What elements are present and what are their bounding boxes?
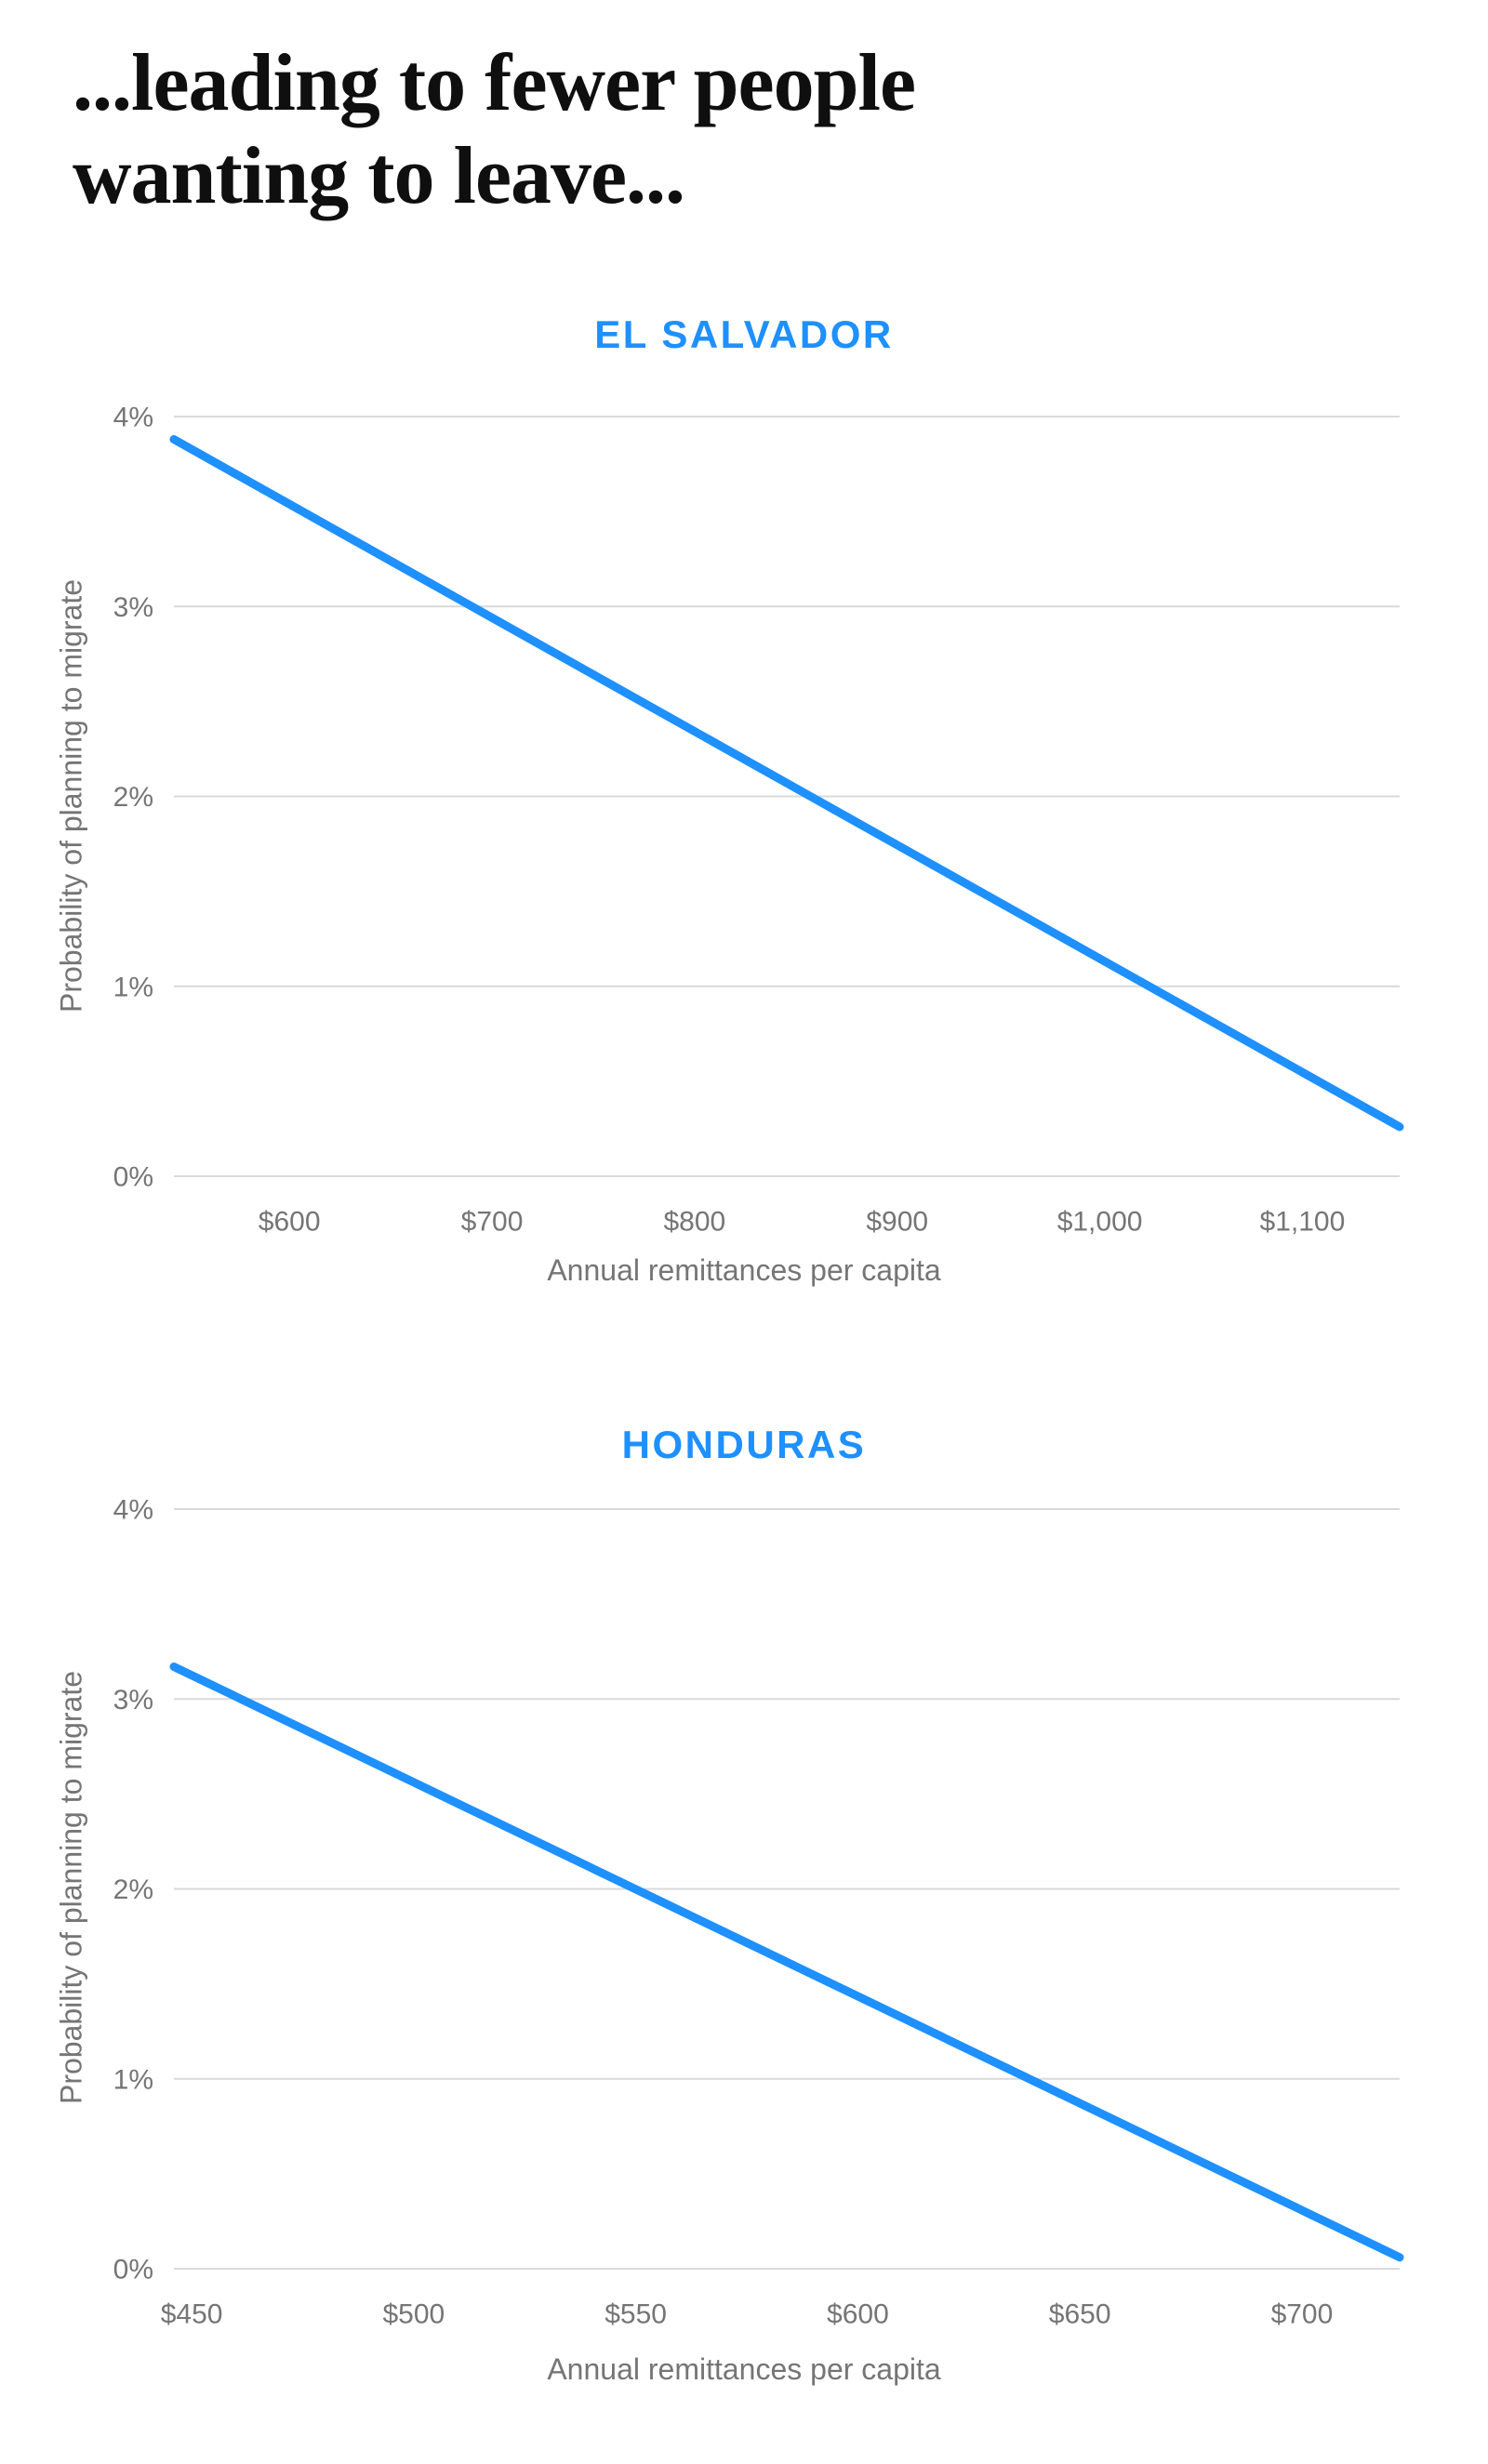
y-tick-label: 4% xyxy=(113,403,153,433)
y-tick-label: 0% xyxy=(113,2255,153,2285)
x-tick-label: $600 xyxy=(827,2299,889,2330)
page-title: ...leading to fewer people wanting to le… xyxy=(73,37,916,224)
x-axis-label: Annual remittances per capita xyxy=(547,2352,941,2386)
line-chart-plot: 0% 1% 2% 3% 4% $450 $500 $550 $600 $650 $700 xyxy=(113,1495,1404,2330)
line-chart-plot: 0% 1% 2% 3% 4% $600 $700 $800 $900 $1,000 $1,100 xyxy=(113,403,1404,1238)
y-tick-label: 1% xyxy=(113,2064,153,2095)
x-tick-label: $800 xyxy=(664,1207,726,1238)
y-tick-label: 2% xyxy=(113,1874,153,1905)
x-tick-label: $650 xyxy=(1049,2299,1111,2330)
y-tick-label: 2% xyxy=(113,782,153,813)
x-tick-label: $450 xyxy=(161,2299,223,2330)
x-tick-label: $600 xyxy=(259,1207,321,1238)
x-tick-label: $500 xyxy=(382,2299,445,2330)
chart-title: HONDURAS xyxy=(621,1423,867,1466)
chart-title: EL SALVADOR xyxy=(594,312,894,356)
chart-honduras: HONDURAS Probability of planning to migr… xyxy=(0,1423,1488,2455)
chart-el-salvador: EL SALVADOR Probability of planning to m… xyxy=(0,312,1488,1345)
y-tick-label: 1% xyxy=(113,972,153,1002)
x-tick-label: $900 xyxy=(866,1207,928,1238)
x-tick-label: $550 xyxy=(604,2299,667,2330)
y-tick-label: 3% xyxy=(113,1685,153,1716)
trend-line xyxy=(169,435,1404,1132)
x-tick-label: $1,100 xyxy=(1260,1207,1346,1238)
x-tick-label: $700 xyxy=(1271,2299,1334,2330)
page-title-line-1: ...leading to fewer people xyxy=(73,38,916,128)
trend-line xyxy=(169,1663,1404,2262)
y-tick-label: 4% xyxy=(113,1495,153,1526)
y-tick-label: 3% xyxy=(113,592,153,623)
x-tick-label: $1,000 xyxy=(1057,1207,1143,1238)
page-title-line-2: wanting to leave... xyxy=(73,131,685,222)
x-tick-label: $700 xyxy=(461,1207,524,1238)
x-axis-label: Annual remittances per capita xyxy=(547,1253,941,1287)
y-tick-label: 0% xyxy=(113,1162,153,1193)
